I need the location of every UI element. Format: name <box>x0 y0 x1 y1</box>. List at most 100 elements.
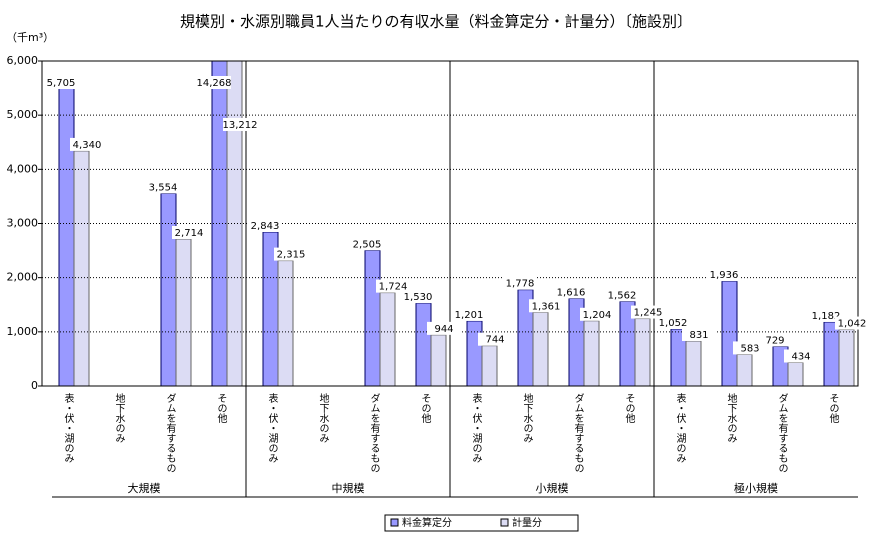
x-tick-label: 表・伏・湖のみ <box>266 392 278 463</box>
value-label-bg <box>427 321 461 335</box>
value-label-bg <box>274 247 308 261</box>
value-label-bg <box>401 290 435 304</box>
bar <box>583 320 600 386</box>
value-label: 1,182 <box>812 311 841 322</box>
bar <box>685 340 702 386</box>
x-tick-label: その他 <box>215 393 227 424</box>
bar <box>721 280 738 386</box>
x-tick-label: 表・伏・湖のみ <box>470 392 482 463</box>
x-tick-label: ダムを有するもの <box>776 393 788 473</box>
value-label-bg <box>350 237 384 251</box>
bar <box>175 238 192 386</box>
value-label: 2,714 <box>175 228 204 239</box>
bar <box>277 260 294 386</box>
bar <box>58 76 75 386</box>
y-tick-label: 0 <box>31 379 38 392</box>
value-label: 1,204 <box>583 310 612 321</box>
value-label: 1,245 <box>634 308 663 319</box>
bar <box>73 150 90 386</box>
value-label-bg <box>452 307 486 321</box>
value-label: 3,554 <box>149 182 178 193</box>
value-label: 14,268 <box>197 78 232 89</box>
value-label: 583 <box>740 343 759 354</box>
x-tick-label: ダムを有するもの <box>368 393 380 473</box>
value-label: 1,201 <box>455 310 484 321</box>
bar <box>364 249 381 386</box>
x-tick-label: 地下水のみ <box>317 392 329 443</box>
value-label-bg <box>758 333 792 347</box>
value-label-bg <box>784 349 818 363</box>
x-tick-label: その他 <box>827 393 839 424</box>
value-label: 5,705 <box>47 78 76 89</box>
value-label-bg <box>223 118 257 131</box>
y-tick-label: 6,000 <box>7 54 39 67</box>
x-tick-label: ダムを有するもの <box>572 393 584 473</box>
bar <box>226 61 243 386</box>
y-tick-label: 1,000 <box>7 325 39 338</box>
y-tick-label: 3,000 <box>7 217 39 230</box>
group-label: 極小規模 <box>734 481 778 495</box>
legend-swatch <box>390 518 399 527</box>
value-label: 2,843 <box>251 221 280 232</box>
value-label: 1,361 <box>532 301 561 312</box>
value-label: 729 <box>765 336 784 347</box>
value-label: 944 <box>434 324 453 335</box>
bar <box>736 353 753 386</box>
value-label-bg <box>656 316 690 330</box>
value-label: 4,340 <box>73 140 102 151</box>
value-label-bg <box>248 219 282 233</box>
value-label: 1,616 <box>557 287 586 298</box>
value-label-bg <box>146 180 180 194</box>
value-label-bg <box>809 308 843 322</box>
chart-title: 規模別・水源別職員1人当たりの有収水量（料金算定分・計量分）〔施設別〕 <box>180 13 692 31</box>
value-label-bg <box>707 268 741 282</box>
value-label: 434 <box>791 351 810 362</box>
bar <box>466 320 483 386</box>
value-label: 744 <box>485 335 504 346</box>
value-label: 13,212 <box>223 120 258 131</box>
value-label: 2,315 <box>277 250 306 261</box>
bar <box>415 302 432 386</box>
value-label-bg <box>197 76 231 89</box>
value-label-bg <box>605 288 639 302</box>
value-label-bg <box>554 285 588 299</box>
x-tick-label: 表・伏・湖のみ <box>674 392 686 463</box>
value-label: 1,052 <box>659 318 688 329</box>
x-tick-label: ダムを有するもの <box>164 393 176 473</box>
x-tick-label: 表・伏・湖のみ <box>62 392 74 463</box>
value-label-bg <box>631 305 665 319</box>
bar <box>160 192 177 386</box>
value-label: 1,042 <box>838 319 867 330</box>
bar <box>379 292 396 386</box>
value-label-bg <box>172 225 206 239</box>
bar <box>211 61 228 386</box>
y-tick-label: 5,000 <box>7 108 39 121</box>
value-label-bg <box>478 332 512 346</box>
x-tick-label: その他 <box>419 393 431 424</box>
bar <box>787 361 804 386</box>
value-label: 1,936 <box>710 270 739 281</box>
x-tick-label: その他 <box>623 393 635 424</box>
value-label: 1,530 <box>404 292 433 303</box>
x-tick-label: 地下水のみ <box>725 392 737 443</box>
value-label-bg <box>835 316 869 330</box>
value-label-bg <box>376 279 410 293</box>
value-label: 831 <box>689 330 708 341</box>
value-label-bg <box>44 76 78 89</box>
y-axis-label: （千m³） <box>6 31 54 44</box>
value-label-bg <box>70 137 104 151</box>
group-label: 小規模 <box>536 481 569 495</box>
group-label: 大規模 <box>128 481 161 495</box>
x-tick-label: 地下水のみ <box>521 392 533 443</box>
value-label-bg <box>682 327 716 341</box>
bar <box>838 329 855 386</box>
value-label: 2,505 <box>353 239 382 250</box>
value-label-bg <box>503 276 537 290</box>
y-tick-label: 4,000 <box>7 162 39 175</box>
value-label-bg <box>529 299 563 313</box>
value-label-bg <box>580 307 614 321</box>
bar <box>430 334 447 386</box>
x-tick-label: 地下水のみ <box>113 392 125 443</box>
bar <box>481 345 498 386</box>
